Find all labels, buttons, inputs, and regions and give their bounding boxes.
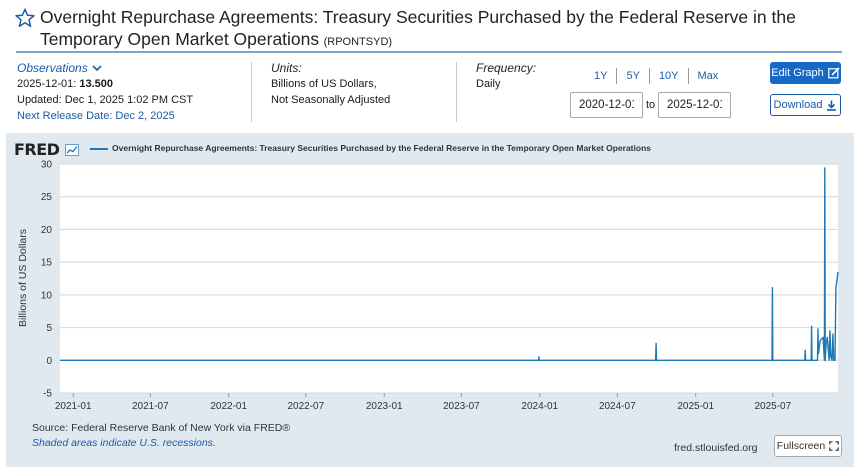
x-tick-label: 2023-07 (443, 401, 480, 412)
series-id: (RPONTSYD) (323, 36, 393, 48)
next-release-link[interactable]: Next Release Date: Dec 2, 2025 (17, 110, 175, 122)
recessions-note: Shaded areas indicate U.S. recessions. (32, 437, 216, 449)
observation-date: 2025-12-01: (17, 78, 77, 90)
chart-logo-icon (64, 144, 79, 156)
observation-value: 13.500 (79, 78, 114, 90)
observations-label: Observations (17, 61, 88, 75)
edit-icon (827, 67, 840, 79)
x-tick-label: 2021-01 (55, 401, 92, 412)
observations-block: Observations 2025-12-01: 13.500 Updated:… (17, 60, 193, 124)
fred-url[interactable]: fred.stlouisfed.org (674, 442, 758, 454)
range-5y-button[interactable]: 5Y (617, 68, 650, 84)
y-tick-label: 5 (46, 323, 52, 334)
start-date-input[interactable] (570, 92, 643, 118)
y-tick-label: 20 (41, 225, 53, 236)
units-line2: Not Seasonally Adjusted (271, 94, 391, 106)
y-tick-label: -5 (43, 389, 52, 400)
date-range-buttons: 1Y 5Y 10Y Max (585, 68, 727, 84)
range-10y-button[interactable]: 10Y (650, 68, 689, 84)
x-tick-label: 2022-07 (287, 401, 324, 412)
edit-graph-button[interactable]: Edit Graph (770, 62, 841, 84)
chevron-down-icon (92, 65, 102, 72)
series-line (60, 167, 839, 361)
series-title: Overnight Repurchase Agreements: Treasur… (40, 7, 796, 49)
range-max-button[interactable]: Max (697, 70, 719, 82)
legend-label: Overnight Repurchase Agreements: Treasur… (112, 143, 651, 153)
updated-text: Updated: Dec 1, 2025 1:02 PM CST (17, 94, 194, 106)
source-text: Source: Federal Reserve Bank of New York… (32, 422, 291, 434)
edit-graph-label: Edit Graph (771, 67, 824, 79)
title-row: Overnight Repurchase Agreements: Treasur… (14, 6, 844, 50)
legend-swatch (90, 148, 108, 150)
y-tick-label: 0 (46, 356, 52, 367)
y-axis-label: Billions of US Dollars (17, 229, 29, 327)
separator (456, 62, 457, 122)
fullscreen-button[interactable]: Fullscreen (774, 435, 842, 457)
fullscreen-icon (829, 441, 840, 451)
observations-dropdown[interactable]: Observations (17, 60, 193, 76)
page-title: Overnight Repurchase Agreements: Treasur… (40, 6, 844, 50)
y-tick-label: 30 (41, 160, 53, 171)
x-tick-label: 2025-07 (754, 401, 791, 412)
y-tick-label: 15 (41, 258, 53, 269)
fred-logo-text: FRED (14, 140, 60, 159)
star-icon[interactable] (14, 7, 36, 29)
range-1y-button[interactable]: 1Y (585, 68, 618, 84)
x-tick-label: 2025-01 (677, 401, 714, 412)
units-line1: Billions of US Dollars, (271, 78, 377, 90)
line-chart[interactable]: -5 0 5 10 15 20 25 30 2021-01 2021-07 2022-01 2022… (6, 133, 854, 433)
x-tick-label: 2022-01 (210, 401, 247, 412)
units-block: Units: Billions of US Dollars, Not Seaso… (271, 60, 390, 108)
download-icon (827, 100, 837, 111)
end-date-input[interactable] (658, 92, 731, 118)
latest-observation: 2025-12-01: 13.500 (17, 76, 193, 92)
download-label: Download (773, 99, 823, 111)
units-label: Units: (271, 61, 302, 75)
frequency-value: Daily (476, 78, 501, 90)
fred-logo: FRED (14, 140, 79, 159)
x-tick-label: 2024-01 (521, 401, 558, 412)
fullscreen-label: Fullscreen (776, 440, 826, 452)
plot-area (60, 164, 838, 393)
y-tick-label: 10 (41, 290, 53, 301)
frequency-block: Frequency: Daily (476, 60, 536, 92)
x-tick-label: 2021-07 (132, 401, 169, 412)
source-block: Source: Federal Reserve Bank of New York… (32, 421, 290, 451)
separator (251, 62, 252, 122)
frequency-label: Frequency: (476, 61, 537, 75)
download-button[interactable]: Download (770, 94, 841, 116)
y-tick-label: 25 (41, 192, 53, 203)
x-tick-label: 2024-07 (599, 401, 636, 412)
to-label: to (646, 99, 656, 111)
x-tick-label: 2023-01 (366, 401, 403, 412)
title-divider (16, 51, 842, 53)
chart-panel: FRED Overnight Repurchase Agreements: Tr… (6, 133, 854, 467)
